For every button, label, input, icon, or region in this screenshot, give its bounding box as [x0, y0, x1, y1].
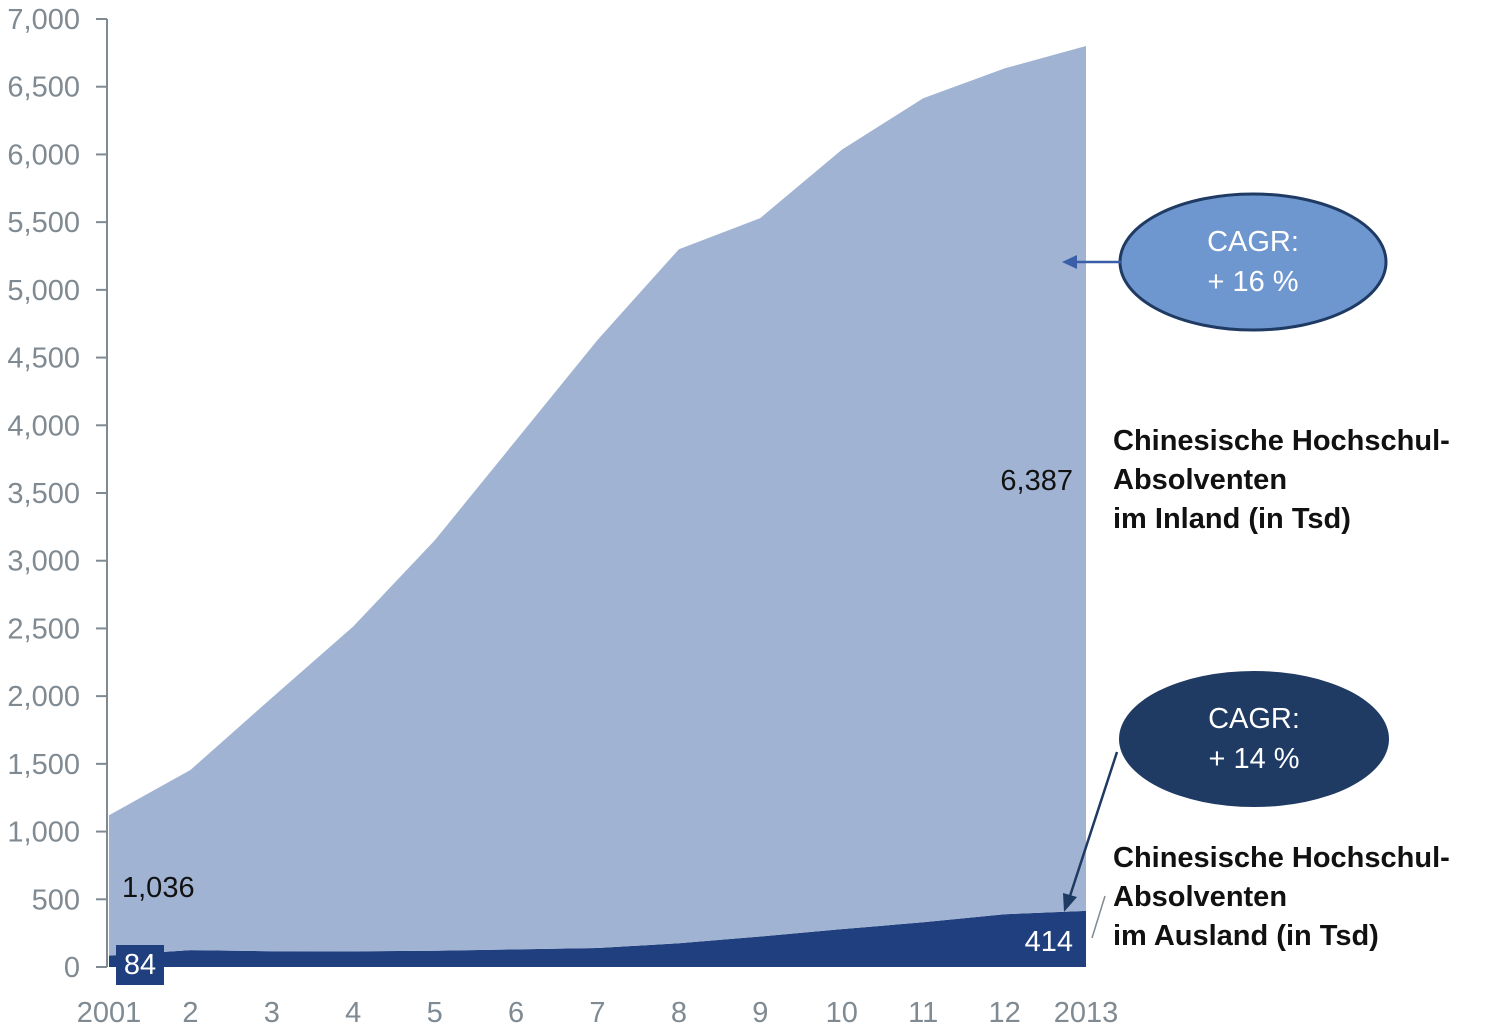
area-series-1: [109, 46, 1086, 956]
area-series-0: [109, 910, 1086, 967]
x-tick-label: 3: [264, 997, 280, 1029]
inland-cagr-text: CAGR: + 16 %: [1153, 222, 1353, 302]
x-tick-label: 5: [427, 997, 443, 1029]
x-tick-label: 6: [508, 997, 524, 1029]
y-tick-label: 3,000: [7, 546, 80, 578]
y-tick-label: 1,000: [7, 817, 80, 849]
ausland-cagr-title: CAGR:: [1208, 703, 1300, 735]
y-tick-label: 5,500: [7, 207, 80, 239]
x-tick-label: 12: [988, 997, 1020, 1029]
x-tick-label: 10: [826, 997, 858, 1029]
ausland-cagr-text: CAGR: + 14 %: [1154, 699, 1354, 779]
y-axis-ticks: 0 500 1,000 1,500 2,000 2,500 3,000 3,500 4,000 4…: [7, 4, 107, 984]
inland-cagr-arrowhead: [1062, 255, 1077, 269]
x-axis-ticks: 2001 2 3 4 5 6 7 8 9 10 11 12 2013: [77, 997, 1119, 1029]
y-tick-label: 5,000: [7, 275, 80, 307]
ausland-cagr-arrow: [1068, 751, 1119, 897]
inland-start-label: 1,036: [122, 872, 195, 904]
ausland-start-label-box: [116, 945, 164, 985]
x-tick-label: 4: [345, 997, 361, 1029]
ausland-cagr-arrowhead: [1063, 893, 1077, 912]
ausland-cagr-bubble: [1119, 671, 1389, 807]
y-tick-label: 4,500: [7, 343, 80, 375]
inland-series-label: Chinesische Hochschul- Absolventen im In…: [1113, 425, 1450, 535]
y-tick-label: 1,500: [7, 749, 80, 781]
ausland-cagr-value: + 14 %: [1208, 743, 1300, 775]
y-tick-label: 0: [64, 952, 80, 984]
ausland-series-label: Chinesische Hochschul- Absolventen im Au…: [1113, 842, 1450, 952]
inland-end-label: 6,387: [1000, 465, 1073, 497]
y-tick-label: 2,000: [7, 681, 80, 713]
ausland-leader-line: [1091, 895, 1106, 939]
y-tick-label: 4,000: [7, 410, 80, 442]
x-tick-label: 8: [671, 997, 687, 1029]
y-tick-label: 7,000: [7, 4, 80, 36]
y-tick-label: 6,000: [7, 139, 80, 171]
ausland-start-label: 84: [124, 949, 156, 981]
chart-areas: [109, 46, 1086, 967]
y-tick-label: 2,500: [7, 613, 80, 645]
x-tick-label: 7: [589, 997, 605, 1029]
inland-cagr-title: CAGR:: [1207, 226, 1299, 258]
x-tick-label: 9: [752, 997, 768, 1029]
x-tick-label: 2001: [77, 997, 142, 1029]
x-tick-label: 2013: [1054, 997, 1119, 1029]
inland-cagr-value: + 16 %: [1207, 266, 1299, 298]
ausland-end-label: 414: [1025, 926, 1073, 958]
x-tick-label: 2: [182, 997, 198, 1029]
x-tick-label: 11: [908, 997, 938, 1029]
y-tick-label: 6,500: [7, 72, 80, 104]
y-tick-label: 500: [32, 884, 80, 916]
y-tick-label: 3,500: [7, 478, 80, 510]
